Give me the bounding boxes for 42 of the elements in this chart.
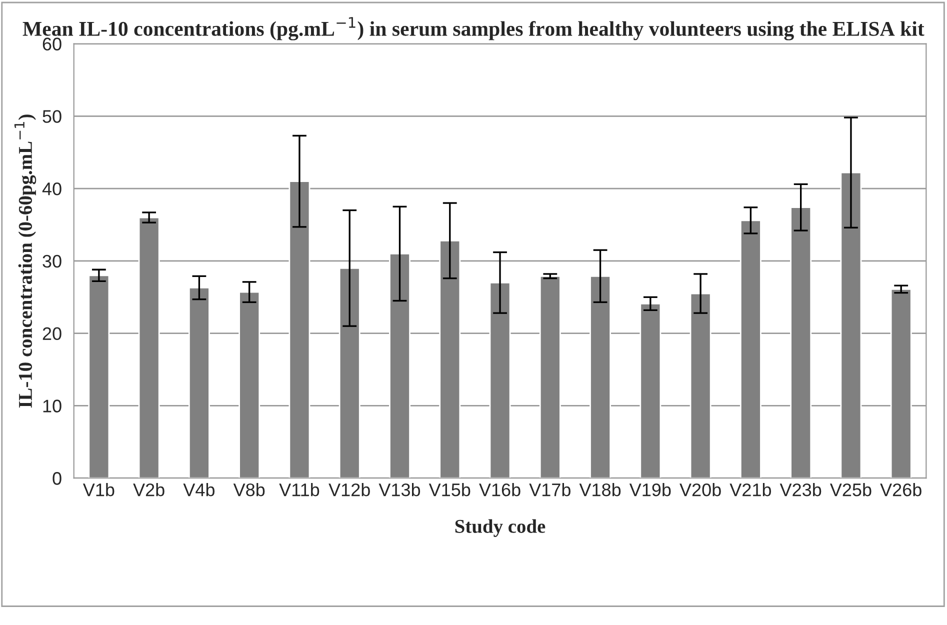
bar: [790, 206, 812, 478]
bar: [238, 291, 260, 478]
x-tick-label: V1b: [82, 482, 114, 496]
bar: [640, 302, 662, 478]
x-tick-label: V20b: [680, 482, 721, 496]
x-tick-label: V17b: [529, 482, 570, 496]
x-tick-label: V12b: [328, 482, 370, 496]
bar: [840, 172, 862, 478]
x-tick-label: V4b: [183, 482, 215, 496]
x-tick-label: V15b: [428, 482, 470, 496]
x-tick-label: V16b: [479, 482, 520, 496]
x-axis-title: Study code: [455, 519, 546, 537]
y-tick-label: 40: [42, 182, 62, 196]
bar: [338, 267, 360, 478]
x-tick-label: V11b: [279, 482, 320, 496]
bar: [439, 240, 461, 478]
y-tick-label: 10: [43, 400, 62, 412]
x-tick-label: V25b: [830, 482, 872, 496]
bar: [740, 220, 762, 478]
bar: [288, 180, 310, 478]
bar: [590, 275, 612, 478]
bar: [890, 288, 912, 478]
x-tick-label: V18b: [579, 482, 621, 496]
x-tick-label: V23b: [780, 482, 822, 496]
bar: [489, 282, 511, 478]
y-axis-title: IL-10 concentration (0-60pg.mL$^{−1}$): [14, 114, 36, 408]
x-tick-label: V19b: [629, 482, 671, 496]
bar: [88, 274, 110, 478]
x-tick-label: V26b: [880, 482, 922, 496]
y-tick-label: 30: [42, 254, 62, 268]
y-tick-label: 20: [42, 327, 62, 340]
y-tick-label: 0: [52, 472, 62, 485]
x-tick-label: V21b: [730, 482, 772, 496]
bar: [690, 292, 712, 478]
x-tick-label: V2b: [133, 482, 164, 496]
bar: [138, 216, 160, 478]
y-tick-label: 50: [42, 110, 62, 123]
bar: [188, 287, 210, 478]
x-tick-label: V13b: [378, 482, 420, 496]
bar: [389, 253, 410, 478]
bar: [539, 275, 561, 478]
x-tick-label: V8b: [233, 482, 265, 496]
